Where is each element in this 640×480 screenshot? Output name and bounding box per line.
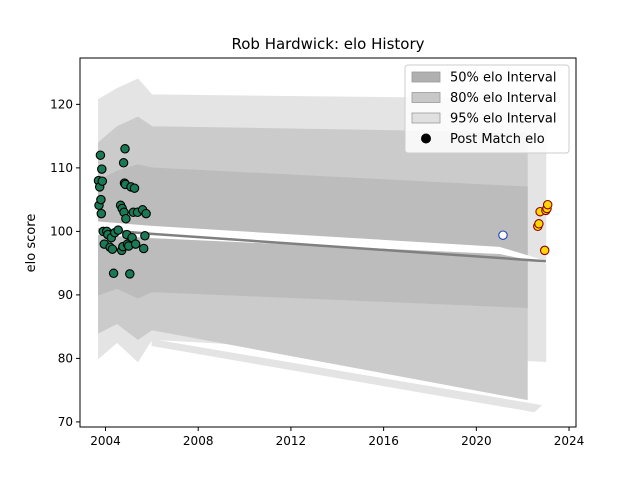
y-tick-label: 120 [50,97,73,111]
x-axis: 2004 2008 2012 2016 2020 2024 [90,427,584,448]
post-match-elo-point [542,199,553,210]
y-tick-label: 80 [58,351,73,365]
y-tick-label: 110 [50,161,73,175]
post-match-elo-point [108,268,119,279]
chart-title: Rob Hardwick: elo History [231,35,424,53]
legend-marker [421,133,431,144]
post-match-elo-point [118,158,129,168]
x-tick-label: 2016 [368,434,399,448]
axes-frame [79,57,577,428]
legend-swatch [411,92,441,103]
y-tick-label: 90 [58,288,73,302]
post-match-elo-point [96,208,107,219]
post-match-elo-point [95,150,106,160]
post-match-elo-point [130,239,141,249]
x-tick-label: 2020 [461,434,492,448]
post-match-elo-point [498,230,508,240]
legend: 50% elo Interval 80% elo Interval 95% elo … [404,64,570,154]
legend-box [404,64,570,154]
band-interval-95-tail [151,338,543,413]
legend-swatch [411,71,441,83]
post-match-elo-point [539,245,550,256]
legend-label: 50% elo Interval [450,71,557,86]
y-tick-label: 100 [50,224,73,238]
post-match-elo-point [129,183,140,193]
legend-label: Post Match elo [450,132,545,147]
legend-label: 95% elo Interval [450,112,557,127]
post-match-elo-point [97,176,108,186]
y-tick-label: 70 [58,415,73,429]
x-tick-label: 2024 [554,434,585,448]
post-match-elo-point [97,164,107,174]
post-match-elo-point [534,219,544,229]
x-tick-label: 2004 [90,434,121,448]
legend-swatch [411,112,441,124]
x-tick-label: 2008 [183,434,214,448]
post-match-elo-point [121,213,131,224]
post-match-elo-point [141,208,151,219]
post-match-elo-point [140,231,150,241]
post-match-elo-point [120,144,130,154]
post-match-elo-point [113,225,123,235]
y-axis-label: elo score [24,214,39,273]
legend-label: 80% elo Interval [450,91,557,106]
post-match-elo-point [107,244,118,254]
y-axis: 70 80 90 100 110 120 [50,97,80,429]
post-match-elo-point [125,269,135,279]
post-match-elo-point [138,243,149,254]
x-tick-label: 2012 [276,434,307,448]
post-match-elo-point [96,194,106,205]
